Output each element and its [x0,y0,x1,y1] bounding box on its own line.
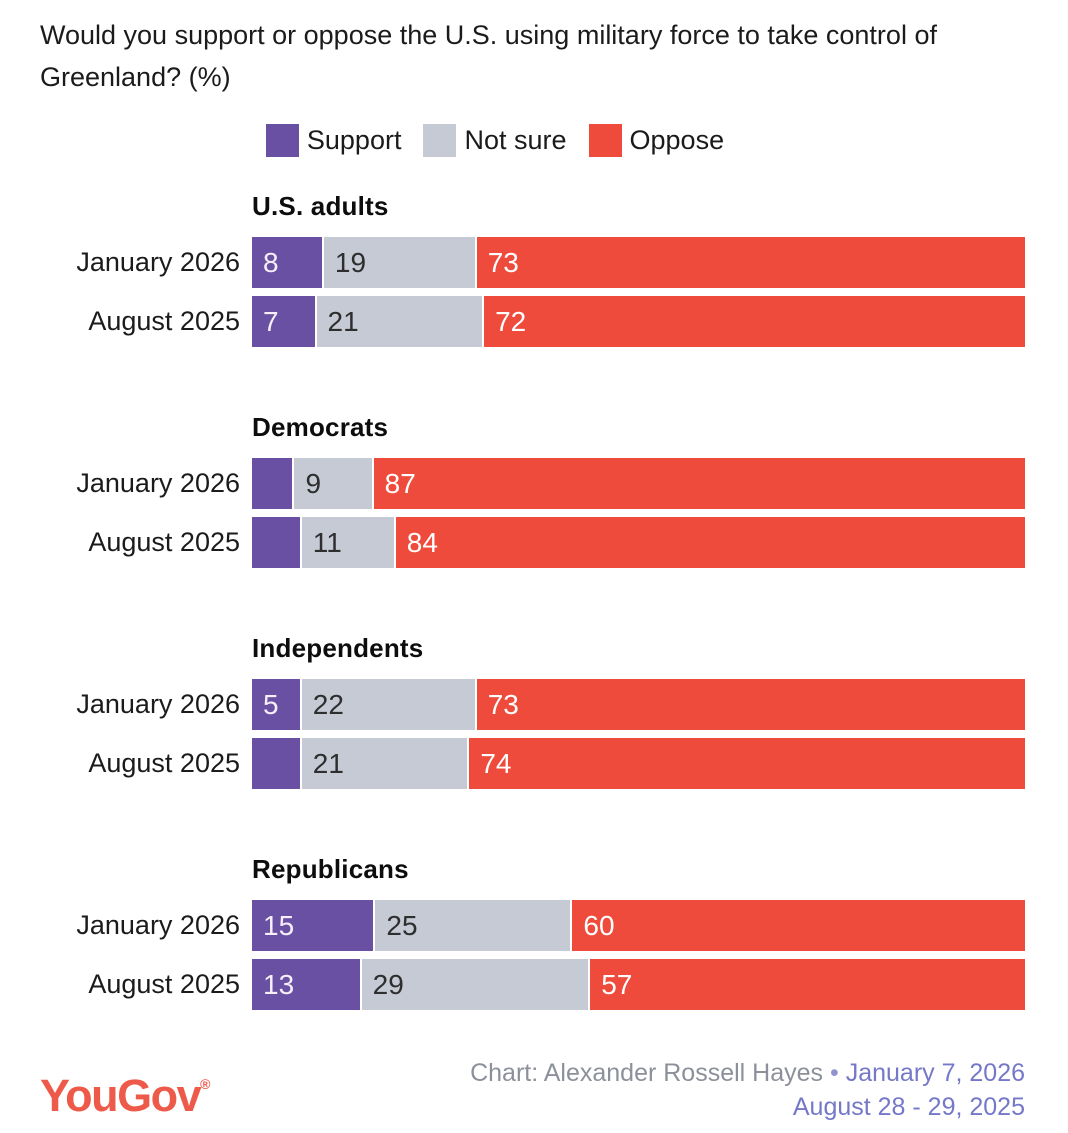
chart-credits: Chart: Alexander Rossell Hayes • January… [470,1056,1025,1124]
segment-oppose: 73 [476,679,1025,730]
bar-row-august-2025: August 2025 13 29 57 [0,959,1068,1010]
segment-oppose: 57 [590,959,1025,1010]
legend-label: Support [306,125,402,155]
segment-not-sure: 21 [316,296,483,347]
segment-support: 8 [252,237,322,288]
row-label: January 2026 [76,468,240,498]
yougov-logo[interactable]: YouGov® [40,1070,211,1121]
stacked-bar: 8 19 73 [252,237,1025,288]
segment-support [252,738,300,789]
bar-row-august-2025: August 2025 11 84 [0,517,1068,568]
legend-item-not-sure: Not sure [423,124,567,157]
segment-not-sure: 22 [301,679,475,730]
stacked-bar: 11 84 [252,517,1025,568]
chart-groups: U.S. adults January 2026 8 19 73 August 2025 7… [0,191,1068,1010]
legend-label: Oppose [629,125,725,155]
bar-row-january-2026: January 2026 5 22 73 [0,679,1068,730]
credit-author: Chart: Alexander Rossell Hayes [470,1059,824,1087]
segment-support: 15 [252,900,374,951]
segment-not-sure: 9 [294,458,372,509]
credit-line-2: August 28 - 29, 2025 [470,1090,1025,1124]
segment-not-sure: 19 [323,237,475,288]
footer: YouGov® Chart: Alexander Rossell Hayes •… [0,1056,1068,1124]
row-label: August 2025 [88,527,240,557]
legend-item-oppose: Oppose [588,124,725,157]
stacked-bar: 15 25 60 [252,900,1025,951]
segment-oppose: 73 [476,237,1025,288]
segment-not-sure: 25 [375,900,571,951]
segment-support: 5 [252,679,300,730]
credit-separator: • [829,1059,839,1087]
group-u-s-adults: U.S. adults January 2026 8 19 73 August 2025 7… [0,191,1068,347]
segment-oppose: 84 [395,517,1025,568]
row-label: January 2026 [76,910,240,940]
segment-oppose: 87 [373,458,1025,509]
legend: Support Not sure Oppose [0,124,1068,157]
row-label: August 2025 [88,306,240,336]
group-title: Republicans [252,854,409,884]
group-republicans: Republicans January 2026 15 25 60 August 2025… [0,854,1068,1010]
bar-row-august-2025: August 2025 7 21 72 [0,296,1068,347]
stacked-bar: 7 21 72 [252,296,1025,347]
group-independents: Independents January 2026 5 22 73 August 2025… [0,633,1068,789]
segment-not-sure: 29 [361,959,589,1010]
segment-not-sure: 21 [301,738,468,789]
not-sure-swatch-icon [423,124,457,157]
stacked-bar: 21 74 [252,738,1025,789]
stacked-bar: 13 29 57 [252,959,1025,1010]
row-label: August 2025 [88,969,240,999]
date-link-aug-2025[interactable]: August 28 - 29, 2025 [792,1093,1025,1121]
chart-title: Would you support or oppose the U.S. usi… [40,20,937,92]
oppose-swatch-icon [588,124,622,157]
registered-mark: ® [200,1076,211,1092]
row-label: January 2026 [76,689,240,719]
legend-label: Not sure [464,125,567,155]
group-democrats: Democrats January 2026 9 87 August 2025 11 84 [0,412,1068,568]
segment-support [252,458,293,509]
group-title: Democrats [252,412,389,442]
segment-oppose: 74 [469,738,1025,789]
support-swatch-icon [265,124,299,157]
credit-line-1: Chart: Alexander Rossell Hayes • January… [470,1056,1025,1090]
date-link-jan-2026[interactable]: January 7, 2026 [845,1059,1025,1087]
legend-item-support: Support [265,124,402,157]
group-title: Independents [252,633,424,663]
segment-oppose: 60 [572,900,1025,951]
segment-support: 13 [252,959,360,1010]
segment-not-sure: 11 [301,517,394,568]
bar-row-august-2025: August 2025 21 74 [0,738,1068,789]
bar-row-january-2026: January 2026 15 25 60 [0,900,1068,951]
row-label: August 2025 [88,748,240,778]
row-label: January 2026 [76,247,240,277]
segment-oppose: 72 [484,296,1025,347]
bar-row-january-2026: January 2026 8 19 73 [0,237,1068,288]
segment-support [252,517,300,568]
stacked-bar: 9 87 [252,458,1025,509]
segment-support: 7 [252,296,315,347]
stacked-bar: 5 22 73 [252,679,1025,730]
group-title: U.S. adults [252,191,389,221]
bar-row-january-2026: January 2026 9 87 [0,458,1068,509]
